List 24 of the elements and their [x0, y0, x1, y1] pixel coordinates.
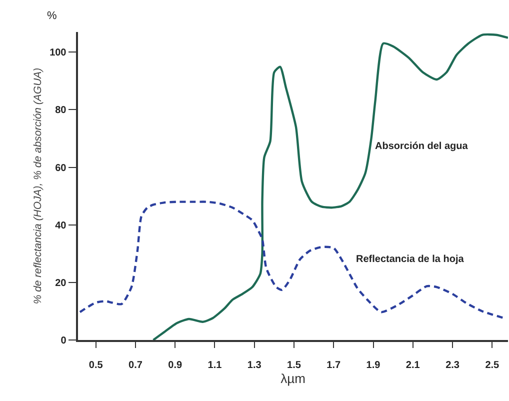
line-series: [78, 200, 506, 320]
x-tick-label: 2.3: [446, 360, 460, 371]
x-axis-title: λµm: [280, 370, 306, 386]
x-tick-label: 0.9: [168, 360, 182, 371]
x-tick-label: 1.9: [366, 360, 381, 371]
x-tick-label: 1.5: [287, 360, 302, 371]
y-tick-label: 100: [50, 48, 67, 59]
y-tick-label: 40: [55, 220, 67, 232]
series-label: Absorción del agua: [375, 141, 468, 152]
y-axis-title: % de reflectancia (HOJA), % de absorción (AGUA): [32, 68, 44, 304]
x-tick-label: 0.5: [88, 360, 104, 371]
x-tick-label: 0.7: [128, 360, 143, 371]
series-label: Reflectancia de la hoja: [356, 254, 464, 265]
line-series: [152, 33, 508, 340]
y-tick-label: 20: [55, 278, 67, 289]
x-tick-label: 1.3: [247, 360, 262, 371]
x-tick-label: 1.7: [326, 360, 342, 371]
y-tick-label: 60: [55, 162, 67, 174]
text: %: [47, 10, 57, 22]
x-tick-label: 2.5: [485, 360, 500, 371]
y-tick-label: 80: [55, 105, 67, 116]
x-tick-label: 2.1: [406, 360, 420, 371]
x-tick-label: 1.1: [208, 360, 222, 371]
y-tick-label: 0: [60, 336, 67, 346]
